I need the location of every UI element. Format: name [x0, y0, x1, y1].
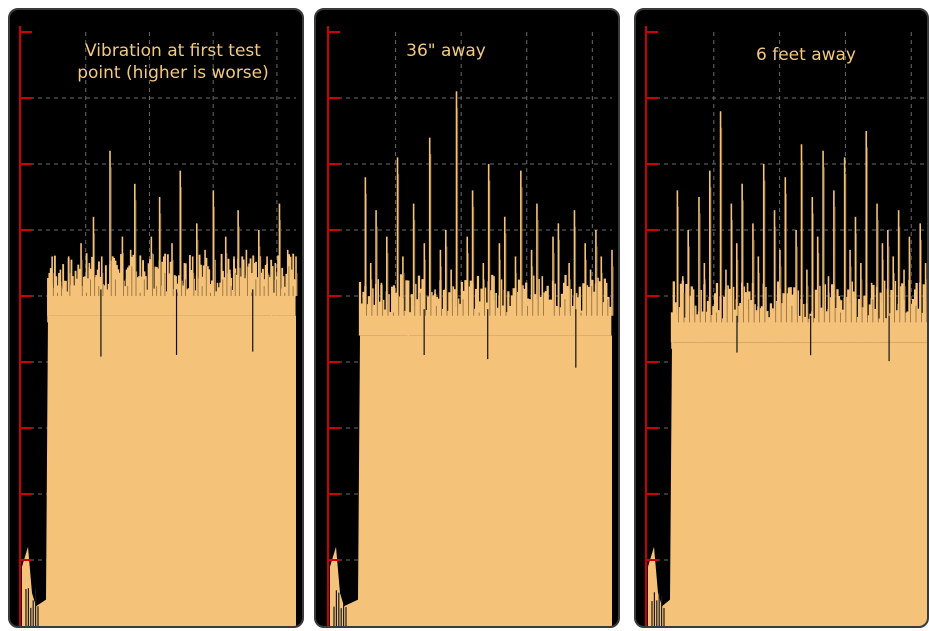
- panel-title-6-feet: 6 feet away: [756, 45, 856, 65]
- chart-plot-36-inches: [327, 26, 614, 626]
- y-axis: [19, 26, 32, 626]
- area-fill: [330, 335, 612, 626]
- panel-title-36-inches: 36" away: [406, 41, 486, 61]
- chart-plot-6-feet: [645, 26, 927, 626]
- chart-panel-6-feet: 6 feet away: [634, 8, 929, 628]
- area-fill: [648, 342, 927, 626]
- area-fill: [22, 315, 296, 626]
- panel-title-first-test-point: Vibration at first test point (higher is…: [77, 41, 269, 83]
- chart-panel-first-test-point: Vibration at first test point (higher is…: [8, 8, 304, 628]
- chart-panel-36-inches: 36" away: [314, 8, 620, 628]
- y-axis: [327, 26, 340, 626]
- chart-plot-first-test-point: [19, 26, 298, 626]
- y-axis: [645, 26, 658, 626]
